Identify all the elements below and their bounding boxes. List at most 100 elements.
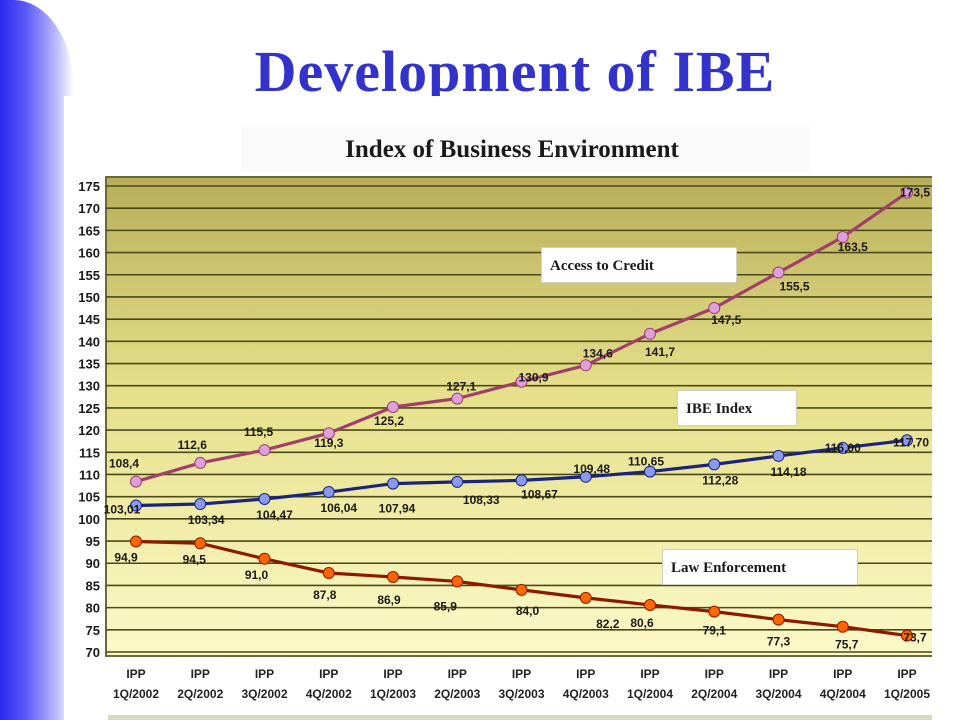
y-tick-label: 90 [86, 556, 100, 571]
y-tick-label: 145 [78, 312, 100, 327]
y-tick-label: 150 [78, 290, 100, 305]
x-tick-label: IPP [576, 667, 595, 681]
x-tick-label: 1Q/2005 [884, 687, 930, 701]
x-tick-label: 1Q/2004 [627, 687, 673, 701]
y-tick-label: 75 [86, 623, 100, 638]
data-label-law-enforcement: 73,7 [903, 631, 927, 645]
data-point-law-enforcement [130, 535, 142, 548]
data-point-access-to-credit [451, 392, 464, 405]
data-point-law-enforcement [901, 629, 913, 642]
y-tick-label: 110 [79, 467, 100, 482]
y-tick-label: 125 [78, 401, 100, 416]
y-tick-label: 105 [78, 490, 100, 505]
x-tick-label: IPP [191, 667, 210, 681]
data-label-ibe-index: 103,34 [188, 513, 225, 527]
y-tick-label: 95 [86, 534, 100, 549]
data-point-law-enforcement [322, 567, 335, 580]
chart-panel: 70 75 80 85 90 95 100 105 110 115 120 125 130 135 140 1… [64, 96, 932, 720]
data-label-ibe-index: 116,00 [825, 441, 861, 455]
slide-title: Development of IBE [254, 40, 776, 96]
data-point-law-enforcement [387, 570, 399, 583]
y-tick-label: 140 [78, 334, 100, 349]
data-label-ibe-index: 110,65 [628, 455, 664, 469]
bottom-strip [108, 715, 932, 720]
x-tick-label: IPP [319, 667, 338, 681]
data-point-access-to-credit [901, 186, 913, 199]
y-tick-label: 130 [78, 379, 100, 394]
data-point-access-to-credit [708, 302, 721, 315]
data-label-law-enforcement: 79,1 [703, 624, 727, 638]
x-tick-label: 2Q/2003 [434, 687, 480, 701]
data-label-access-to-credit: 125,2 [374, 414, 404, 428]
data-point-access-to-credit [322, 427, 335, 440]
y-tick-label: 80 [86, 601, 100, 616]
data-point-ibe-index [515, 474, 528, 487]
data-point-ibe-index [708, 458, 721, 471]
data-point-law-enforcement [258, 552, 271, 565]
data-label-law-enforcement: 84,0 [516, 604, 540, 618]
x-tick-label: 1Q/2002 [113, 687, 159, 701]
data-point-ibe-index [258, 493, 271, 506]
x-tick-label: 3Q/2004 [755, 687, 801, 701]
data-label-ibe-index: 114,18 [770, 465, 806, 479]
y-tick-label: 115 [79, 445, 100, 460]
data-label-access-to-credit: 141,7 [645, 345, 675, 359]
data-label-access-to-credit: 155,5 [779, 280, 809, 294]
data-point-access-to-credit [836, 231, 849, 244]
data-point-law-enforcement [708, 605, 721, 618]
y-tick-label: 175 [78, 179, 100, 194]
side-decoration-bar [0, 0, 74, 720]
x-tick-label: 3Q/2003 [498, 687, 544, 701]
x-tick-label: 1Q/2003 [370, 687, 416, 701]
data-label-law-enforcement: 77,3 [767, 635, 791, 649]
data-point-ibe-index [387, 477, 399, 490]
data-point-access-to-credit [515, 375, 528, 388]
data-point-access-to-credit [130, 475, 142, 488]
data-label-access-to-credit: 163,5 [838, 240, 868, 254]
data-label-law-enforcement: 75,7 [835, 638, 859, 652]
x-tick-label: IPP [383, 667, 402, 681]
x-tick-label: 4Q/2004 [820, 687, 866, 701]
data-label-ibe-index: 106,04 [320, 501, 357, 515]
data-label-access-to-credit: 130,9 [518, 371, 548, 385]
x-tick-label: IPP [640, 667, 659, 681]
y-tick-label: 155 [78, 268, 100, 283]
data-point-access-to-credit [772, 266, 785, 279]
data-point-ibe-index [322, 486, 335, 499]
title-band [242, 124, 810, 172]
y-tick-label: 70 [86, 645, 100, 660]
y-tick-label: 85 [86, 578, 100, 593]
data-label-access-to-credit: 119,3 [314, 436, 344, 450]
x-tick-label: IPP [255, 667, 274, 681]
data-label-law-enforcement: 82,2 [596, 617, 620, 631]
data-point-law-enforcement [772, 613, 785, 626]
data-label-ibe-index: 112,28 [702, 473, 738, 487]
data-label-ibe-index: 109,48 [573, 462, 610, 476]
data-point-ibe-index [644, 465, 656, 478]
legend-ibe-index: IBE Index [677, 390, 797, 426]
x-tick-label: IPP [769, 667, 788, 681]
data-point-ibe-index [194, 498, 207, 511]
x-tick-label: IPP [705, 667, 724, 681]
y-tick-label: 160 [78, 246, 100, 261]
x-tick-label: IPP [126, 667, 145, 681]
y-tick-label: 165 [78, 223, 100, 238]
x-tick-label: IPP [512, 667, 531, 681]
data-point-access-to-credit [579, 359, 592, 372]
data-label-ibe-index: 108,67 [521, 487, 558, 501]
y-tick-label: 100 [78, 512, 100, 527]
x-tick-label: 4Q/2002 [306, 687, 352, 701]
data-label-ibe-index: 103,01 [104, 502, 141, 516]
data-point-law-enforcement [579, 591, 592, 604]
data-label-law-enforcement: 94,5 [183, 552, 207, 566]
data-label-ibe-index: 108,33 [463, 493, 500, 507]
data-point-ibe-index [130, 499, 142, 512]
data-label-access-to-credit: 147,5 [711, 313, 741, 327]
data-label-access-to-credit: 134,6 [583, 346, 613, 360]
data-label-access-to-credit: 173,5 [900, 186, 930, 200]
data-point-law-enforcement [451, 575, 464, 588]
x-tick-label: IPP [833, 667, 852, 681]
data-point-ibe-index [901, 434, 913, 447]
data-point-law-enforcement [194, 537, 207, 550]
y-tick-label: 135 [78, 357, 100, 372]
